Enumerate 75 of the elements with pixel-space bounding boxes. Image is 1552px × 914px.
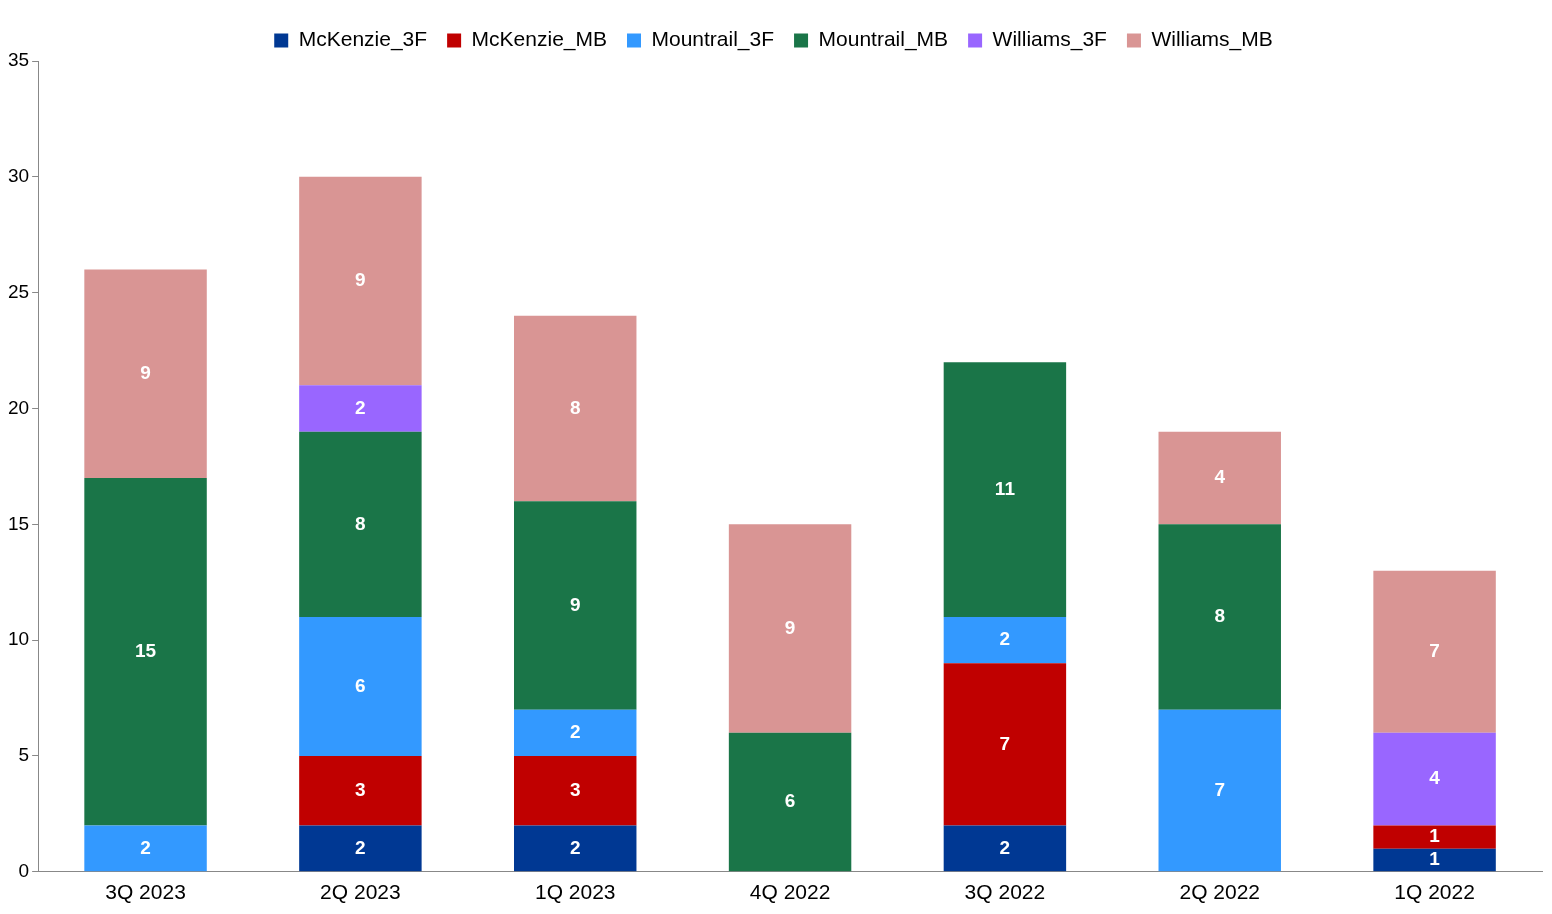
bar xyxy=(943,663,1067,826)
data-label: 3 xyxy=(569,778,581,800)
data-label: 9 xyxy=(355,269,366,291)
bar xyxy=(299,431,422,617)
y-tick-label: 20 xyxy=(7,396,30,418)
legend-label: Williams_MB xyxy=(1151,27,1273,52)
legend-label: McKenzie_3F xyxy=(298,27,428,52)
bar xyxy=(299,616,422,756)
bar xyxy=(1373,570,1496,733)
data-label: 6 xyxy=(784,790,796,812)
x-tick-label: 2Q 2022 xyxy=(1179,880,1261,904)
y-tick-label: 35 xyxy=(7,49,30,71)
data-label: 7 xyxy=(1214,778,1226,800)
bar xyxy=(299,825,422,872)
data-label: 9 xyxy=(569,593,581,615)
bar xyxy=(299,385,422,432)
legend-label: Mountrail_MB xyxy=(818,27,949,52)
bar xyxy=(84,477,207,826)
bar xyxy=(728,524,852,733)
data-label: 2 xyxy=(569,721,581,743)
bar xyxy=(84,269,207,478)
bar xyxy=(514,755,637,826)
legend-label: McKenzie_MB xyxy=(471,27,607,52)
data-label: 15 xyxy=(134,639,157,661)
bar xyxy=(1158,709,1281,872)
bar xyxy=(514,709,637,756)
data-label: 2 xyxy=(999,836,1011,858)
x-tick-label: 3Q 2023 xyxy=(105,880,186,904)
data-label: 11 xyxy=(994,477,1016,499)
legend-label: Mountrail_3F xyxy=(651,27,775,52)
bar xyxy=(1373,825,1496,849)
data-label: 2 xyxy=(140,836,151,858)
data-label: 7 xyxy=(999,732,1011,754)
bar xyxy=(1373,732,1496,826)
bar xyxy=(84,825,207,872)
data-label: 2 xyxy=(999,628,1011,650)
bar xyxy=(1158,524,1281,710)
data-label: 1 xyxy=(1429,825,1441,847)
bar xyxy=(943,825,1067,872)
x-tick-label: 4Q 2022 xyxy=(749,880,831,904)
y-tick-label: 10 xyxy=(7,628,30,650)
data-label: 8 xyxy=(355,512,366,534)
data-label: 8 xyxy=(1214,605,1226,627)
y-tick-label: 5 xyxy=(18,744,30,766)
data-label: 4 xyxy=(1429,767,1441,789)
bar xyxy=(514,501,637,710)
legend-label: Williams_3F xyxy=(992,27,1107,52)
data-label: 7 xyxy=(1429,639,1440,661)
x-tick-label: 1Q 2023 xyxy=(534,880,616,904)
bar xyxy=(728,732,852,872)
bar xyxy=(299,755,422,826)
data-label: 9 xyxy=(784,616,796,638)
x-tick-label: 1Q 2022 xyxy=(1394,880,1475,904)
bar xyxy=(1373,848,1496,872)
x-tick-label: 2Q 2023 xyxy=(320,880,401,904)
data-label: 8 xyxy=(569,396,581,418)
data-label: 3 xyxy=(355,778,366,800)
y-tick-label: 25 xyxy=(7,280,30,302)
bar xyxy=(1158,431,1281,525)
y-tick-label: 15 xyxy=(7,512,30,534)
x-tick-label: 3Q 2022 xyxy=(964,880,1046,904)
bar xyxy=(514,825,637,872)
data-label: 9 xyxy=(140,361,151,383)
data-label: 4 xyxy=(1214,466,1226,488)
data-label: 2 xyxy=(355,836,366,858)
bar xyxy=(943,616,1067,664)
y-tick-label: 0 xyxy=(18,860,30,882)
bar xyxy=(299,176,422,386)
data-label: 6 xyxy=(355,674,366,696)
bar xyxy=(514,315,637,502)
bar xyxy=(943,362,1067,617)
data-label: 2 xyxy=(569,836,581,858)
data-label: 2 xyxy=(355,396,366,418)
y-tick-label: 30 xyxy=(7,165,30,187)
data-label: 1 xyxy=(1429,848,1441,870)
